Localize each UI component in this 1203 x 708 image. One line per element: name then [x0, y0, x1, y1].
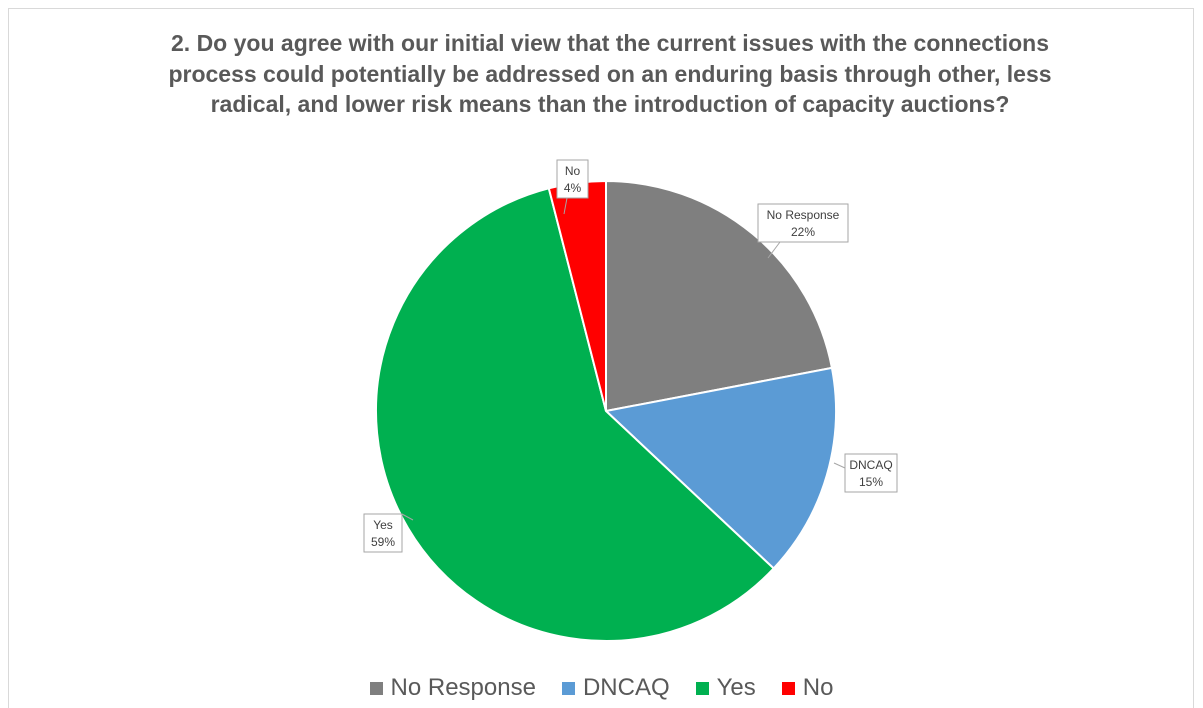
pie-slice-dncaq [603, 366, 837, 570]
legend-swatch-no-response [369, 681, 383, 695]
pie-slices [375, 179, 837, 642]
data-label-value-dncaq: 15% [859, 475, 883, 489]
pie-slice-yes [375, 187, 776, 642]
callout-box-dncaq [844, 453, 898, 493]
legend-item-no-response: No Response [369, 674, 536, 702]
data-label-name-no-response: No Response [767, 208, 840, 222]
data-label-value-yes: 59% [371, 535, 395, 549]
data-label-value-no-response: 22% [791, 225, 815, 239]
legend-item-dncaq: DNCAQ [561, 674, 670, 702]
legend-swatch-no [781, 681, 795, 695]
data-label-callouts: No Response 22% DNCAQ 15% Yes 59% No 4% [363, 159, 898, 553]
legend-label-no-response: No Response [390, 674, 536, 701]
legend-swatch-dncaq [561, 681, 575, 695]
callout-pointer-no-response [767, 241, 781, 259]
data-label-name-no: No [565, 164, 581, 178]
pie-slice-no-response [605, 179, 834, 413]
callout-box-no [556, 159, 589, 199]
callout-pointer-dncaq [833, 462, 846, 469]
callout-pointer-yes [401, 513, 414, 521]
legend-label-yes: Yes [716, 674, 756, 701]
callout-box-yes [363, 513, 403, 553]
legend-swatch-yes [695, 681, 709, 695]
callout-pointer-no [563, 197, 568, 215]
chart-frame [8, 8, 1194, 708]
callout-box-no-response [757, 203, 849, 243]
chart-title: 2. Do you agree with our initial view th… [168, 30, 1052, 117]
legend-label-no: No [802, 674, 834, 701]
legend-label-dncaq: DNCAQ [582, 674, 670, 701]
data-label-name-yes: Yes [373, 518, 393, 532]
legend-item-no: No [781, 674, 834, 702]
legend: No Response DNCAQ Yes No [0, 674, 1203, 702]
data-label-name-dncaq: DNCAQ [849, 458, 892, 472]
legend-item-yes: Yes [695, 674, 756, 702]
data-label-value-no: 4% [564, 181, 582, 195]
